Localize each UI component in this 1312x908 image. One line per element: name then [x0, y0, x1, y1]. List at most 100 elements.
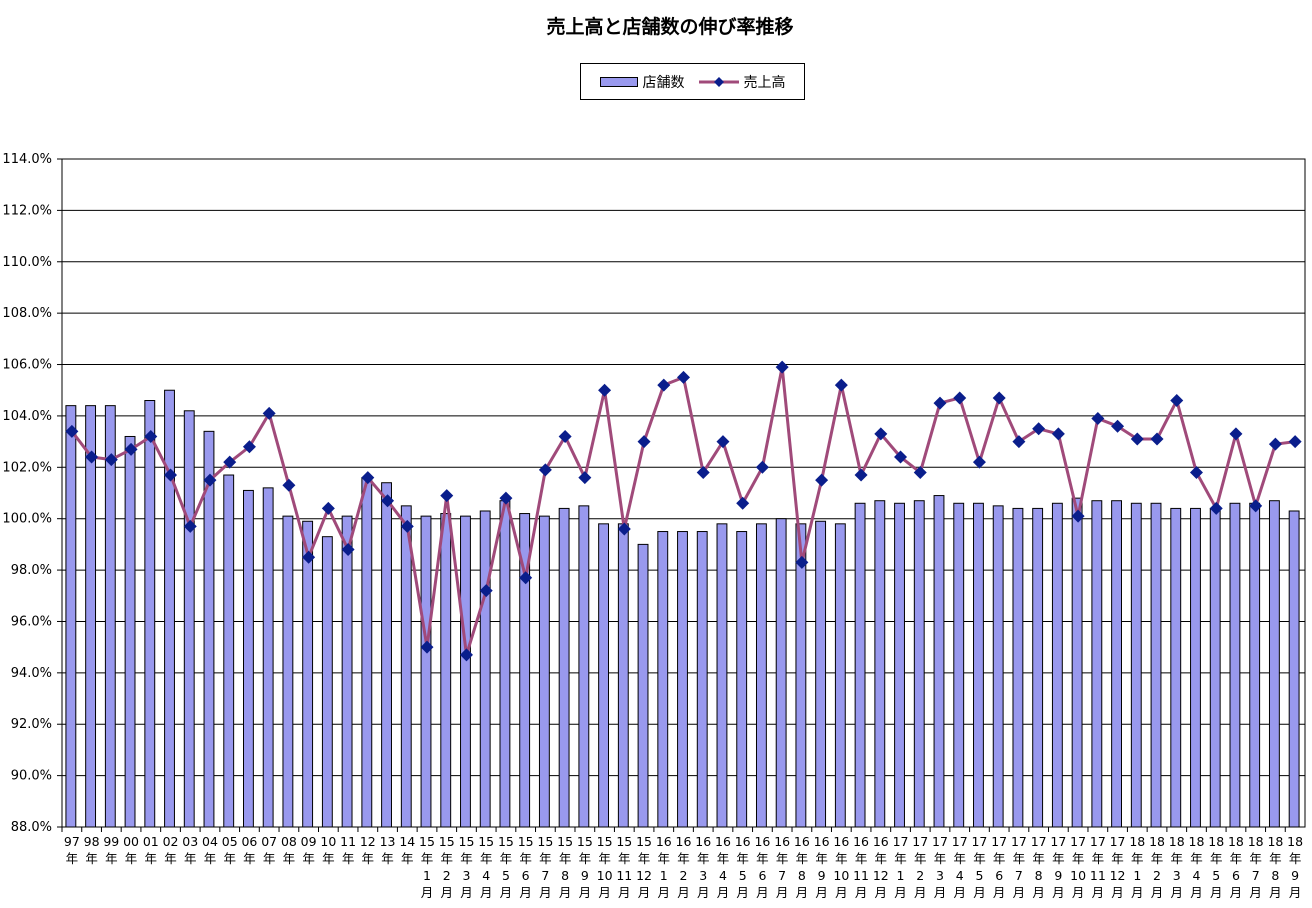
bar — [538, 515, 550, 828]
x-tick-label: 15 — [537, 834, 553, 849]
x-tick-label: 13 — [380, 834, 396, 849]
x-tick-label: 年 — [1013, 851, 1026, 866]
x-tick-label: 1 — [660, 868, 668, 883]
x-tick-label: 08 — [281, 834, 297, 849]
x-tick-label: 15 — [616, 834, 632, 849]
sales-marker — [124, 442, 138, 456]
x-tick-label: 8 — [1271, 868, 1279, 883]
sales-marker — [479, 584, 493, 598]
bar — [953, 502, 965, 828]
x-tick-label: 5 — [975, 868, 983, 883]
x-tick-label: 4 — [719, 868, 727, 883]
bar — [736, 531, 748, 828]
x-tick-label: 年 — [579, 851, 592, 866]
x-tick-label: 15 — [498, 834, 514, 849]
x-tick-label: 16 — [853, 834, 869, 849]
y-tick-label: 114.0% — [2, 152, 52, 167]
bar — [716, 523, 728, 828]
x-tick-label: 年 — [638, 851, 651, 866]
bar — [65, 405, 77, 828]
x-tick-label: 12 — [873, 868, 889, 883]
x-tick-label: 月 — [1131, 885, 1144, 900]
x-tick-label: 月 — [1052, 885, 1065, 900]
legend-item-sales: 売上高 — [698, 72, 786, 92]
x-tick-label: 5 — [739, 868, 747, 883]
x-tick-label: 11 — [616, 868, 632, 883]
sales-marker — [972, 455, 986, 469]
x-tick-label: 15 — [459, 834, 475, 849]
x-tick-label: 月 — [776, 885, 789, 900]
x-tick-label: 年 — [1052, 851, 1065, 866]
sales-marker — [262, 406, 276, 420]
x-tick-label: 年 — [164, 851, 177, 866]
y-tick-label: 106.0% — [2, 358, 52, 373]
x-tick-label: 年 — [85, 851, 98, 866]
x-tick-label: 1 — [897, 868, 905, 883]
x-tick-label: 月 — [1013, 885, 1026, 900]
x-tick-label: 年 — [658, 851, 671, 866]
sales-marker — [1111, 419, 1125, 433]
sales-marker — [164, 468, 178, 482]
x-tick-label: 16 — [814, 834, 830, 849]
x-tick-label: 12 — [360, 834, 376, 849]
x-tick-label: 月 — [559, 885, 572, 900]
x-tick-label: 年 — [559, 851, 572, 866]
x-tick-label: 年 — [894, 851, 907, 866]
x-tick-label: 年 — [440, 851, 453, 866]
x-tick-label: 年 — [1151, 851, 1164, 866]
sales-marker — [1150, 432, 1164, 446]
x-tick-label: 年 — [875, 851, 888, 866]
x-tick-label: 18 — [1287, 834, 1303, 849]
x-tick-label: 月 — [1092, 885, 1105, 900]
x-tick-label: 11 — [853, 868, 869, 883]
x-tick-label: 18 — [1129, 834, 1145, 849]
x-tick-label: 16 — [676, 834, 692, 849]
x-tick-label: 月 — [539, 885, 552, 900]
legend: 店舗数 売上高 — [580, 63, 805, 100]
x-tick-label: 03 — [182, 834, 198, 849]
sales-marker — [815, 473, 829, 487]
sales-marker — [400, 519, 414, 533]
bar — [302, 520, 314, 828]
x-tick-label: 6 — [758, 868, 766, 883]
x-tick-label: 月 — [1210, 885, 1223, 900]
bar — [677, 531, 688, 828]
x-tick-label: 15 — [577, 834, 593, 849]
x-tick-label: 6 — [1232, 868, 1240, 883]
x-tick-label: 年 — [815, 851, 828, 866]
x-tick-label: 年 — [263, 851, 276, 866]
x-tick-label: 月 — [1190, 885, 1203, 900]
sales-marker — [558, 429, 572, 443]
x-tick-label: 18 — [1228, 834, 1244, 849]
x-tick-label: 15 — [518, 834, 534, 849]
sales-marker — [854, 468, 868, 482]
x-tick-label: 9 — [581, 868, 589, 883]
x-tick-label: 年 — [480, 851, 493, 866]
x-tick-label: 年 — [973, 851, 986, 866]
x-tick-label: 3 — [462, 868, 470, 883]
x-tick-label: 17 — [1090, 834, 1106, 849]
x-tick-label: 月 — [717, 885, 730, 900]
x-tick-label: 月 — [934, 885, 947, 900]
bar — [696, 531, 708, 828]
x-tick-label: 3 — [936, 868, 944, 883]
x-tick-label: 18 — [1208, 834, 1224, 849]
y-tick-label: 110.0% — [2, 255, 52, 270]
sales-marker — [302, 550, 316, 564]
bar — [558, 507, 570, 828]
x-tick-label: 5 — [1212, 868, 1220, 883]
bar — [420, 515, 432, 828]
x-tick-label: 年 — [243, 851, 256, 866]
x-tick-label: 17 — [1031, 834, 1047, 849]
sales-marker — [834, 378, 848, 392]
sales-marker — [1051, 427, 1065, 441]
plot-frame — [61, 158, 1306, 828]
sales-marker — [716, 435, 730, 449]
sales-marker — [519, 571, 533, 585]
x-tick-label: 年 — [539, 851, 552, 866]
x-tick-label: 2 — [443, 868, 451, 883]
bar — [1288, 510, 1300, 828]
x-tick-label: 年 — [855, 851, 868, 866]
sales-marker — [321, 501, 335, 515]
